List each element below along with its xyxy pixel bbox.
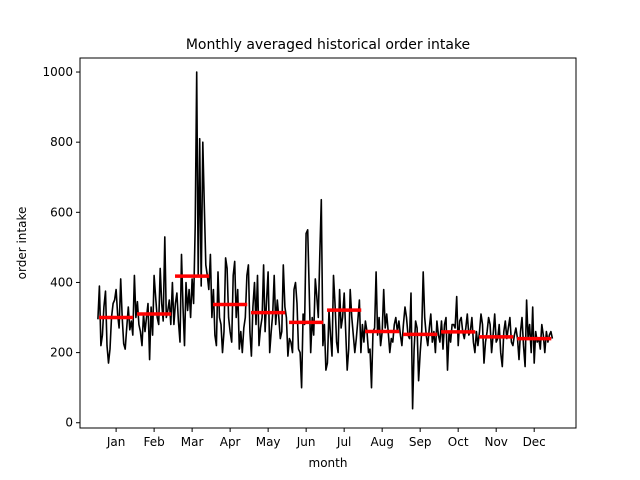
- x-tick-label-oct: Oct: [448, 435, 469, 449]
- y-tick-label: 200: [50, 346, 73, 360]
- x-tick-label-jan: Jan: [106, 435, 126, 449]
- x-tick-label-jul: Jul: [336, 435, 351, 449]
- x-tick-label-apr: Apr: [220, 435, 241, 449]
- x-tick-label-aug: Aug: [370, 435, 393, 449]
- axes-frame: [79, 57, 577, 429]
- x-tick-label-dec: Dec: [523, 435, 546, 449]
- y-tick-label: 800: [50, 135, 73, 149]
- chart-title: Monthly averaged historical order intake: [186, 37, 470, 53]
- x-tick-label-mar: Mar: [181, 435, 204, 449]
- axes: 0 200 400 600 800 1000 Jan Feb Mar Apr May Jun Jul Au…: [42, 57, 577, 449]
- y-tick-label: 0: [65, 416, 73, 430]
- x-tick-label-nov: Nov: [484, 435, 507, 449]
- x-tick-label-may: May: [256, 435, 281, 449]
- y-tick-label: 600: [50, 205, 73, 219]
- y-axis-label: order intake: [15, 207, 29, 280]
- x-tick-label-sep: Sep: [409, 435, 432, 449]
- x-axis-label: month: [309, 456, 348, 470]
- y-tick-label: 400: [50, 275, 73, 289]
- y-tick-label: 1000: [42, 65, 73, 79]
- x-tick-label-feb: Feb: [143, 435, 164, 449]
- plot-area: [97, 71, 554, 410]
- x-tick-label-jun: Jun: [296, 435, 316, 449]
- series-line: [97, 71, 554, 410]
